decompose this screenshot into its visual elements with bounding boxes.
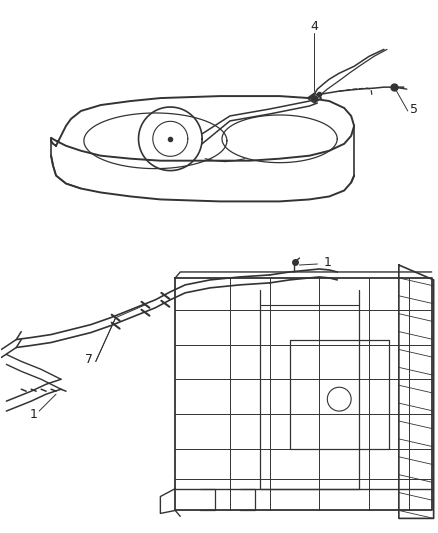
Text: 4: 4 bbox=[311, 20, 318, 33]
Text: 7: 7 bbox=[85, 353, 93, 366]
Text: 1: 1 bbox=[29, 408, 37, 421]
Text: 5: 5 bbox=[410, 102, 418, 116]
Text: 1: 1 bbox=[323, 255, 331, 269]
